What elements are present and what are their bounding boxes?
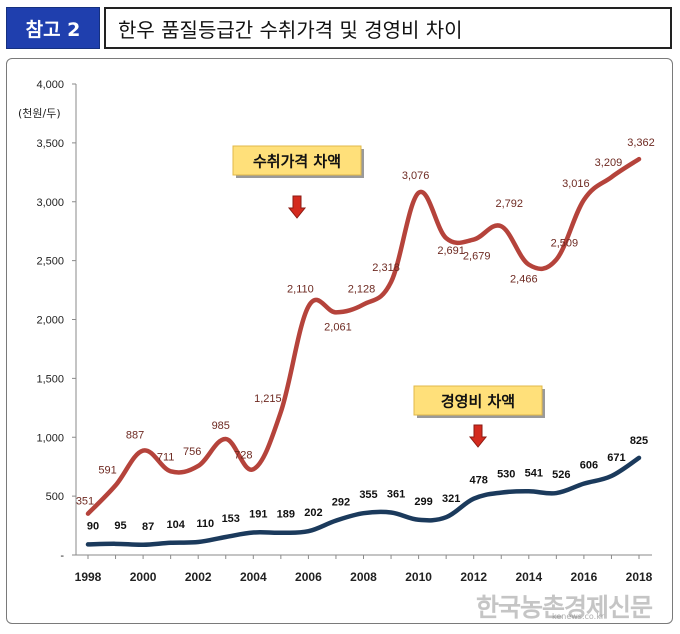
x-tick-label: 2012 <box>460 570 487 584</box>
page-title: 한우 품질등급간 수취가격 및 경영비 차이 <box>104 7 672 49</box>
y-tick-label: 3,000 <box>36 197 64 209</box>
data-label: 191 <box>249 509 267 521</box>
data-label: 299 <box>414 496 432 508</box>
data-label: 87 <box>142 521 154 533</box>
data-label: 2,509 <box>551 238 579 250</box>
data-label: 3,209 <box>595 157 623 169</box>
data-label: 153 <box>222 513 240 525</box>
data-label: 3,076 <box>402 170 430 182</box>
series-line-cost <box>85 455 642 548</box>
y-unit-label: (천원/두) <box>18 106 61 120</box>
x-tick-label: 2018 <box>626 570 653 584</box>
chart-frame <box>6 58 673 624</box>
legend-callout-cost-arrow-icon <box>468 424 488 448</box>
data-label: 3,362 <box>627 137 655 149</box>
data-label: 985 <box>212 420 230 432</box>
legend-callout-price <box>232 145 362 176</box>
data-label: 202 <box>304 507 322 519</box>
data-label: 2,792 <box>495 198 523 210</box>
data-label: 2,691 <box>437 245 465 257</box>
data-label: 3,016 <box>562 178 590 190</box>
data-label: 2,466 <box>510 274 538 286</box>
y-tick-label: 1,500 <box>36 373 64 385</box>
x-tick-label: 2006 <box>295 570 322 584</box>
data-label: 2,318 <box>372 262 400 274</box>
x-tick-label: 2008 <box>350 570 377 584</box>
header-badge: 참고 2 <box>6 7 100 49</box>
data-label: 90 <box>87 520 99 532</box>
y-tick-label: - <box>60 550 64 562</box>
data-label: 2,061 <box>324 321 352 333</box>
data-label: 606 <box>580 460 598 472</box>
y-tick-label: 500 <box>46 491 64 503</box>
data-label: 361 <box>387 488 405 500</box>
legend-callout-cost <box>413 385 543 416</box>
data-label: 526 <box>552 469 570 481</box>
data-label: 825 <box>630 435 648 447</box>
data-label: 2,110 <box>287 284 314 296</box>
y-tick-label: 2,000 <box>36 315 64 327</box>
watermark-url: kenews.co.kr <box>552 612 605 621</box>
legend-callout-price-arrow-icon <box>287 195 307 219</box>
data-label: 541 <box>525 467 543 479</box>
series-line-price <box>85 156 642 516</box>
data-label: 2,128 <box>348 283 376 295</box>
x-tick-label: 2010 <box>405 570 432 584</box>
legend-callout-price-label: 수취가격 차액 <box>253 153 341 171</box>
y-tick-label: 2,500 <box>36 256 64 268</box>
data-label: 1,215 <box>254 393 282 405</box>
x-tick-label: 1998 <box>75 570 102 584</box>
data-label: 478 <box>470 475 488 487</box>
y-tick-label: 4,000 <box>36 79 64 91</box>
data-label: 321 <box>442 493 460 505</box>
x-tick-label: 2002 <box>185 570 212 584</box>
y-tick-label: 3,500 <box>36 138 64 150</box>
legend-callout-cost-label: 경영비 차액 <box>441 393 515 411</box>
x-tick-label: 2004 <box>240 570 267 584</box>
data-label: 711 <box>157 451 175 463</box>
data-label: 95 <box>114 520 126 532</box>
data-label: 292 <box>332 497 350 509</box>
data-label: 110 <box>196 518 214 530</box>
data-label: 728 <box>234 449 252 461</box>
data-label: 530 <box>497 469 515 481</box>
x-tick-label: 2000 <box>130 570 157 584</box>
y-tick-label: 1,000 <box>36 432 64 444</box>
data-label: 671 <box>607 452 625 464</box>
data-label: 355 <box>359 489 377 501</box>
data-label: 887 <box>126 430 144 442</box>
data-label: 756 <box>183 446 201 458</box>
data-label: 189 <box>277 509 295 521</box>
x-tick-label: 2016 <box>571 570 598 584</box>
watermark: 한국농촌경제신문 <box>476 593 653 622</box>
data-label: 351 <box>76 496 94 508</box>
data-label: 104 <box>166 519 185 531</box>
data-label: 591 <box>98 464 116 476</box>
x-tick-label: 2014 <box>515 570 542 584</box>
data-label: 2,679 <box>463 251 491 263</box>
